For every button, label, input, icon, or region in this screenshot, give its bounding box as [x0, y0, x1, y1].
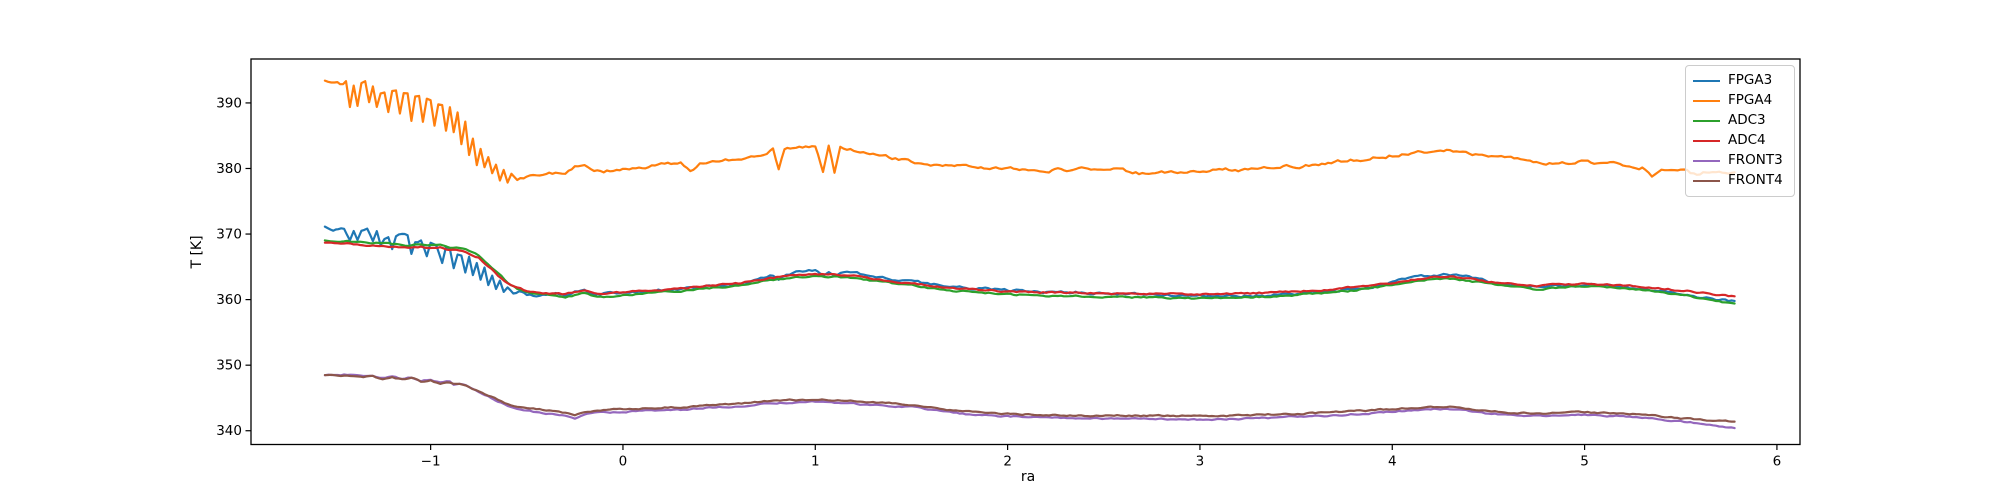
- series-line-fpga3: [323, 225, 1736, 303]
- legend-label: FRONT3: [1728, 152, 1783, 169]
- legend-label: FPGA3: [1728, 72, 1773, 89]
- legend-item: FRONT4: [1693, 171, 1787, 191]
- legend-line-sample: [1693, 140, 1720, 142]
- series-line-front4: [323, 373, 1736, 423]
- y-tick-label: 380: [216, 161, 242, 177]
- y-tick-label: 340: [216, 423, 242, 439]
- legend-line-sample: [1693, 160, 1720, 162]
- legend-item: ADC3: [1693, 111, 1787, 131]
- x-tick-label: 6: [1773, 454, 1782, 470]
- legend-item: FPGA3: [1693, 71, 1787, 91]
- legend-line-sample: [1693, 120, 1720, 122]
- x-tick-label: 1: [811, 454, 820, 470]
- legend: FPGA3 FPGA4 ADC3 ADC4 FRONT3 FRONT4: [1685, 65, 1795, 197]
- series-line-adc3: [323, 239, 1736, 305]
- x-tick-label: 5: [1580, 454, 1589, 470]
- plot-border: [250, 58, 1801, 446]
- legend-label: FRONT4: [1728, 172, 1783, 189]
- y-tick-label: 360: [216, 292, 242, 308]
- y-tick-label: 390: [216, 95, 242, 111]
- series-line-fpga4: [323, 79, 1736, 184]
- x-tick-label: −1: [421, 454, 441, 470]
- legend-label: FPGA4: [1728, 92, 1773, 109]
- legend-line-sample: [1693, 80, 1720, 82]
- y-tick-label: 350: [216, 358, 242, 374]
- y-axis-label: T [K]: [189, 235, 205, 269]
- series-line-front3: [323, 373, 1736, 430]
- legend-label: ADC3: [1728, 112, 1766, 129]
- x-tick-label: 0: [619, 454, 628, 470]
- legend-line-sample: [1693, 180, 1720, 182]
- legend-item: ADC4: [1693, 131, 1787, 151]
- x-tick-label: 4: [1388, 454, 1397, 470]
- legend-line-sample: [1693, 100, 1720, 102]
- legend-item: FPGA4: [1693, 91, 1787, 111]
- legend-label: ADC4: [1728, 132, 1766, 149]
- y-tick-label: 370: [216, 227, 242, 243]
- x-tick-label: 2: [1003, 454, 1012, 470]
- legend-item: FRONT3: [1693, 151, 1787, 171]
- x-tick-label: 3: [1196, 454, 1205, 470]
- x-axis-label: ra: [1020, 469, 1036, 485]
- series-line-adc4: [323, 241, 1736, 298]
